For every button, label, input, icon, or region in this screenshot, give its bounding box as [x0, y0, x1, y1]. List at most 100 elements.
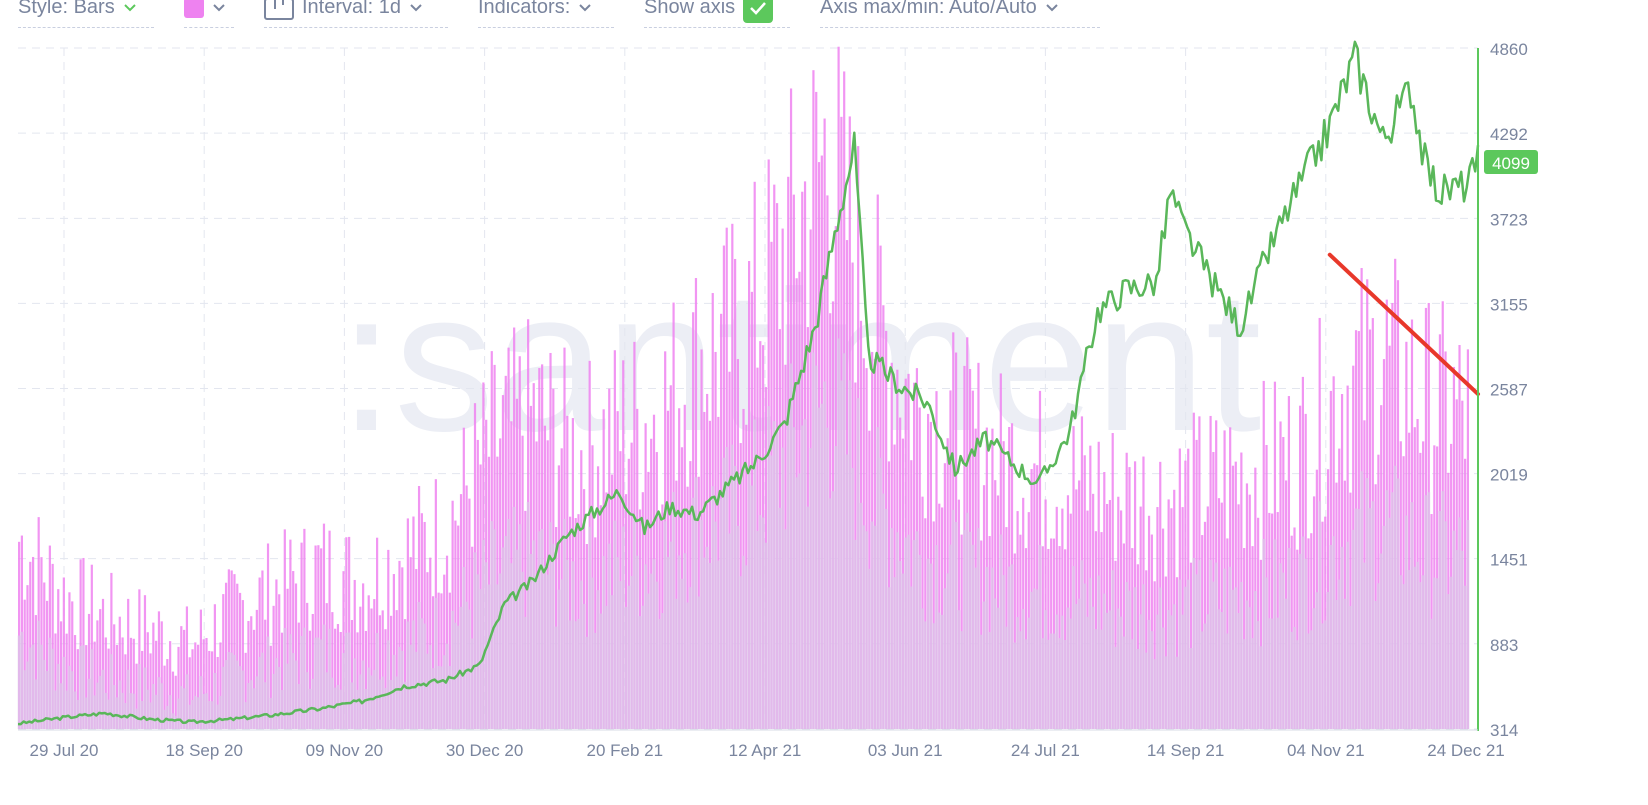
volume-bar-fill	[193, 695, 197, 729]
axis-maxmin-dropdown[interactable]: Axis max/min: Auto/Auto	[820, 0, 1100, 28]
volume-bar-fill	[627, 585, 631, 729]
volume-bar-fill	[157, 677, 161, 729]
indicators-dropdown[interactable]: Indicators:	[478, 0, 614, 28]
chevron-down-icon	[579, 3, 591, 11]
volume-bar-fill	[1371, 501, 1375, 729]
volume-bar	[121, 637, 124, 729]
volume-bar-fill	[1184, 586, 1187, 729]
volume-bar-fill	[543, 565, 547, 729]
volume-bar-fill	[758, 515, 762, 729]
volume-bar-fill	[546, 574, 550, 729]
volume-bar-fill	[1010, 564, 1014, 729]
volume-bar	[171, 671, 175, 729]
volume-bar-fill	[1438, 510, 1442, 729]
volume-bar-fill	[859, 502, 863, 729]
color-swatch	[184, 0, 204, 18]
volume-bar	[205, 638, 208, 729]
volume-bar-fill	[1298, 553, 1302, 729]
volume-bar-fill	[610, 595, 614, 729]
volume-bar-fill	[1237, 612, 1240, 729]
volume-bar-fill	[261, 652, 264, 729]
chart-svg[interactable]: :santiment314883145120192587315537234292…	[0, 40, 1648, 800]
volume-bar-fill	[333, 687, 337, 729]
volume-bar	[1251, 546, 1254, 729]
volume-bar-fill	[143, 667, 147, 729]
volume-bar-fill	[1181, 614, 1185, 729]
volume-bar-fill	[750, 485, 754, 729]
volume-bar	[364, 630, 368, 729]
volume-bar-fill	[165, 705, 169, 729]
show-axis-toggle[interactable]: Show axis	[644, 0, 790, 28]
volume-bar-fill	[1396, 478, 1400, 729]
current-value-label: 4099	[1492, 154, 1530, 173]
volume-bar-fill	[1052, 633, 1056, 729]
y-tick-label: 4860	[1490, 40, 1528, 59]
volume-bar	[191, 649, 194, 729]
volume-bar-fill	[1206, 614, 1210, 729]
volume-bar-fill	[521, 571, 524, 729]
volume-bar-fill	[1158, 587, 1162, 729]
y-tick-label: 1451	[1490, 551, 1528, 570]
volume-bar	[199, 609, 203, 729]
volume-bar-fill	[213, 672, 217, 729]
volume-bar-fill	[509, 563, 513, 729]
volume-bar-fill	[940, 614, 944, 729]
volume-bar-fill	[1156, 614, 1159, 729]
volume-bar	[29, 561, 32, 729]
volume-bar-fill	[669, 541, 673, 729]
volume-bar-fill	[1463, 585, 1467, 729]
volume-bar	[185, 606, 189, 729]
volume-bar-fill	[565, 559, 569, 729]
volume-bar-fill	[907, 534, 910, 729]
volume-bar	[373, 599, 376, 729]
volume-bar	[213, 604, 216, 729]
volume-bar-fill	[1432, 577, 1436, 729]
volume-bar-fill	[1312, 608, 1316, 729]
volume-bar	[255, 609, 258, 729]
volume-bar-fill	[912, 540, 916, 729]
volume-bar-fill	[1365, 477, 1369, 729]
volume-bar-fill	[1007, 566, 1011, 729]
volume-bar-fill	[462, 567, 466, 729]
volume-bar-fill	[73, 691, 77, 729]
volume-bar-fill	[1178, 579, 1182, 729]
volume-bar-fill	[837, 338, 841, 729]
volume-bar-fill	[381, 676, 385, 729]
interval-dropdown[interactable]: Interval: 1d	[264, 0, 448, 28]
volume-bar-fill	[792, 427, 796, 729]
volume-bar-fill	[733, 465, 737, 729]
volume-bar-fill	[686, 602, 689, 729]
show-axis-checkbox[interactable]	[743, 0, 774, 23]
volume-bar-fill	[786, 416, 790, 729]
volume-bar-fill	[979, 634, 983, 729]
volume-bar	[429, 557, 432, 729]
volume-bar	[90, 564, 93, 729]
volume-bar-fill	[1458, 517, 1461, 729]
volume-bar-fill	[406, 621, 410, 729]
volume-bar-fill	[1287, 548, 1291, 729]
volume-bar-fill	[1267, 618, 1271, 729]
volume-bar	[1164, 576, 1167, 729]
volume-bar-fill	[728, 533, 731, 729]
volume-bar-fill	[1119, 616, 1123, 729]
volume-bar	[261, 570, 264, 729]
volume-bar-fill	[37, 620, 41, 729]
volume-bar-fill	[252, 688, 256, 729]
color-picker[interactable]	[184, 0, 234, 28]
x-tick-label: 30 Dec 20	[446, 741, 524, 760]
volume-bar-fill	[711, 486, 715, 729]
volume-bar-fill	[275, 658, 278, 729]
volume-bar	[238, 592, 242, 729]
volume-bar-fill	[1108, 610, 1112, 729]
volume-bar	[65, 633, 68, 729]
volume-bar-fill	[647, 593, 650, 729]
volume-bar-fill	[118, 680, 122, 729]
volume-bar-fill	[529, 553, 533, 729]
volume-bar-fill	[59, 683, 63, 729]
volume-bar-fill	[700, 520, 703, 729]
chart-area[interactable]: :santiment314883145120192587315537234292…	[0, 40, 1648, 800]
style-dropdown[interactable]: Style: Bars	[18, 0, 154, 28]
volume-bar-fill	[233, 654, 236, 729]
volume-bar	[202, 639, 205, 729]
volume-bar-fill	[736, 525, 740, 729]
